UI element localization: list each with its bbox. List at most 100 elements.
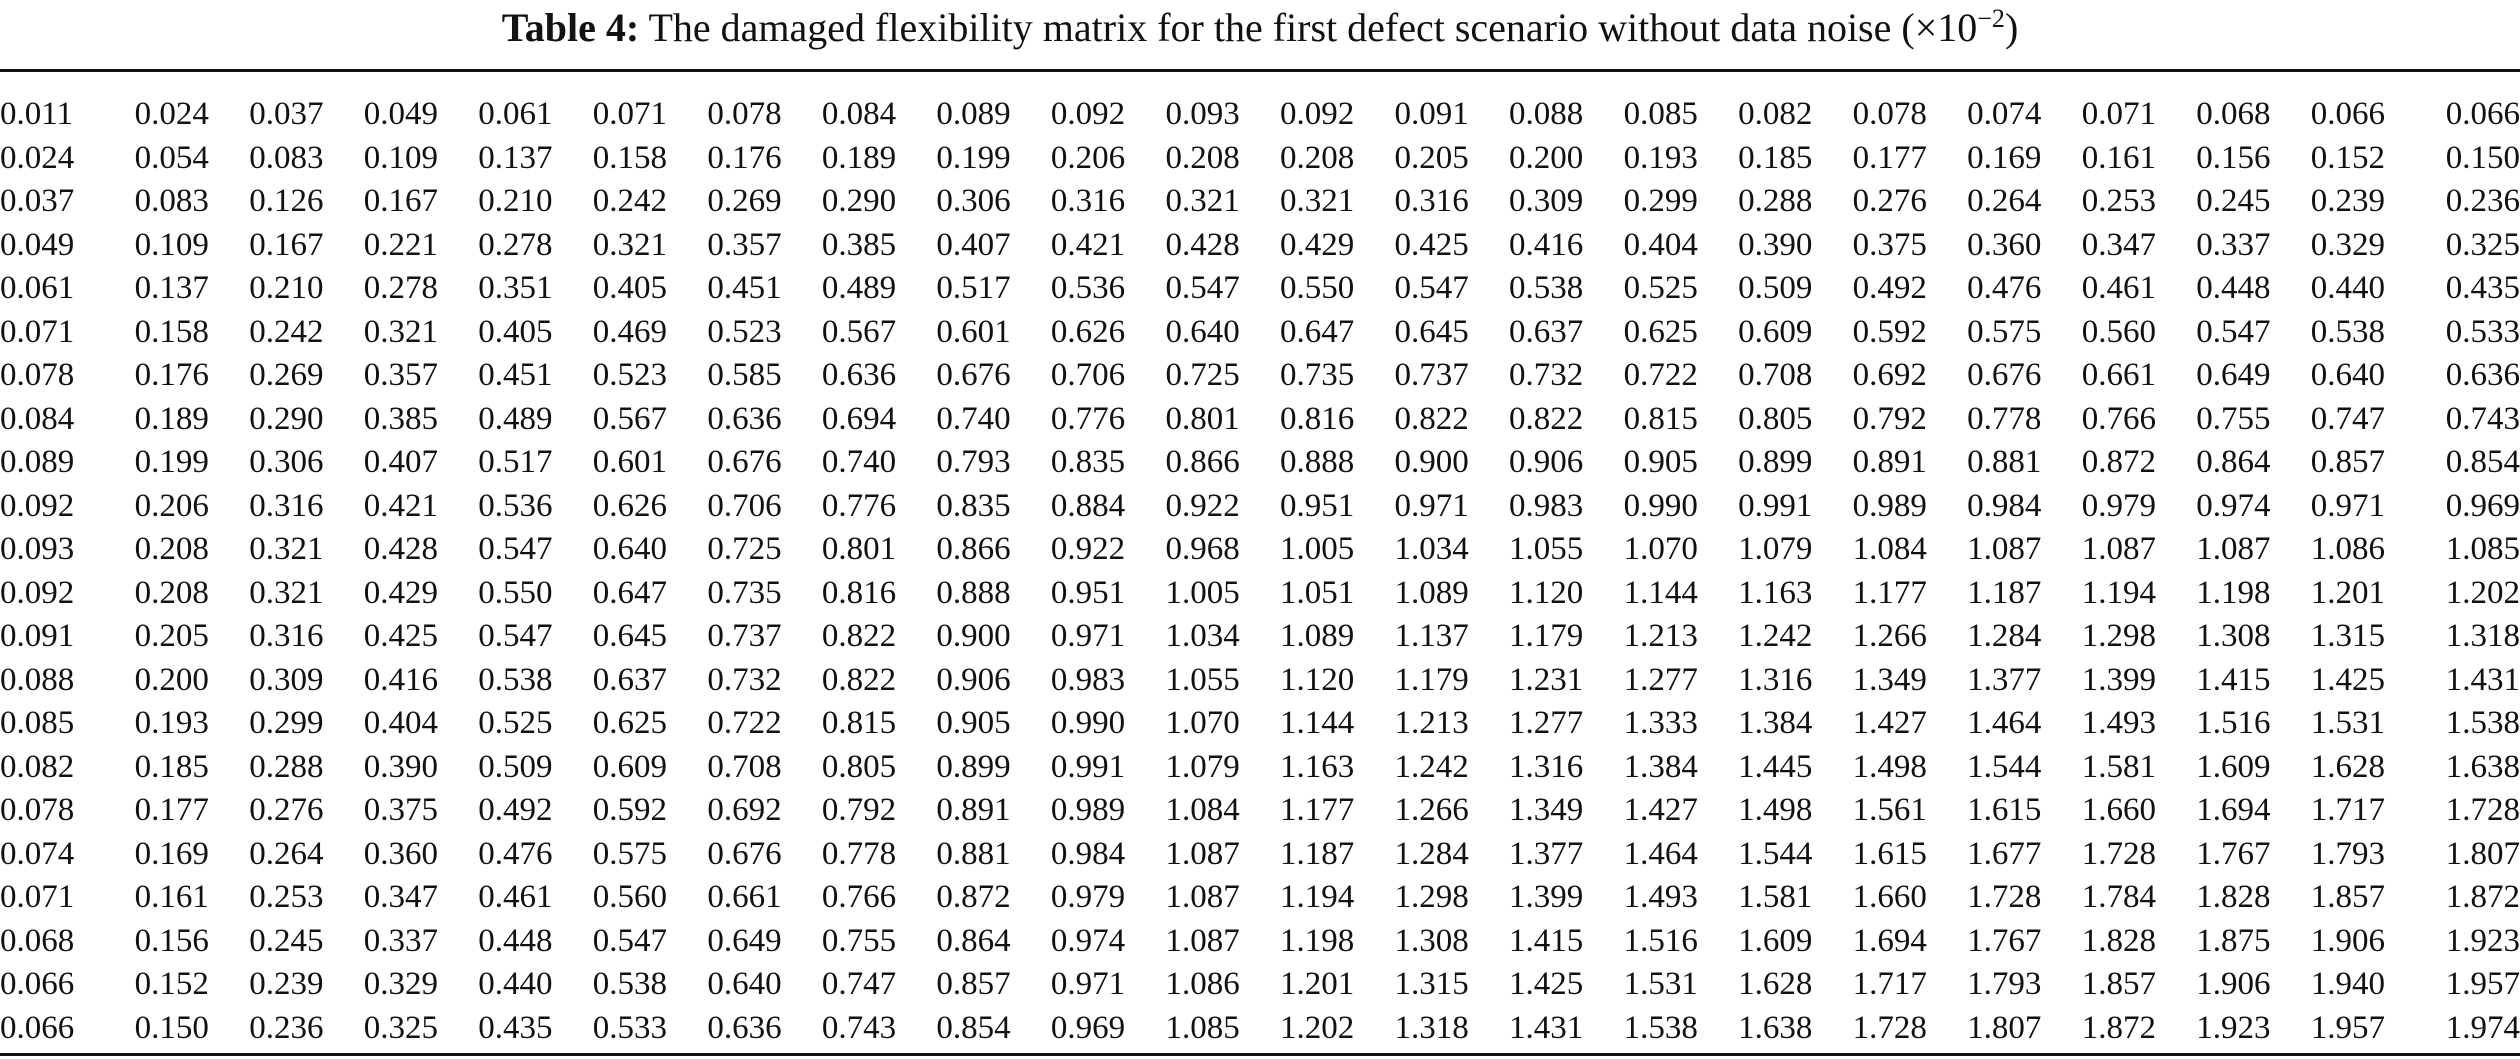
table-cell: 0.078 xyxy=(0,357,75,393)
table-cell: 0.176 xyxy=(134,357,209,393)
table-row: 0.092 0.208 0.321 0.429 0.550 0.647 0.735 0.816… xyxy=(0,572,2520,616)
table-cell: 0.407 xyxy=(936,226,1011,263)
table-cell: 0.547 xyxy=(1165,270,1240,306)
table-cell: 0.049 xyxy=(363,96,438,132)
table-cell: 1.284 xyxy=(1967,618,2042,654)
table-cell: 1.974 xyxy=(2445,1009,2520,1046)
table-cell: 0.093 xyxy=(1165,96,1240,132)
table-cell: 0.448 xyxy=(2196,270,2271,306)
table-cell: 0.888 xyxy=(936,574,1011,611)
table-cell: 0.888 xyxy=(1279,444,1355,480)
table-cell: 0.385 xyxy=(363,400,438,437)
table-cell: 0.321 xyxy=(363,313,438,350)
table-cell: 0.421 xyxy=(363,487,438,524)
table-cell: 1.194 xyxy=(1279,879,1355,915)
table-cell: 0.822 xyxy=(1394,400,1469,437)
table-cell: 1.308 xyxy=(1394,922,1469,959)
table-cell: 0.049 xyxy=(0,226,75,263)
table-cell: 0.692 xyxy=(707,792,782,828)
table-cell: 0.626 xyxy=(1050,313,1126,350)
table-cell: 0.706 xyxy=(707,487,782,524)
table-cell: 0.626 xyxy=(592,487,668,524)
table-cell: 0.676 xyxy=(707,444,782,480)
table-cell: 1.179 xyxy=(1394,661,1469,698)
table-cell: 0.264 xyxy=(1967,183,2042,219)
table-cell: 1.377 xyxy=(1509,835,1584,872)
table-cell: 0.092 xyxy=(1279,96,1355,132)
table-cell: 0.461 xyxy=(478,879,553,915)
table-cell: 1.427 xyxy=(1852,705,1927,741)
table-cell: 0.440 xyxy=(2310,270,2386,306)
table-cell: 0.740 xyxy=(821,444,897,480)
table-cell: 0.278 xyxy=(478,226,553,263)
table-cell: 0.899 xyxy=(1738,444,1813,480)
table-cell: 0.024 xyxy=(0,139,75,176)
table-cell: 0.575 xyxy=(592,835,668,872)
table-cell: 1.875 xyxy=(2196,922,2271,959)
table-cell: 0.068 xyxy=(2196,96,2271,132)
table-cell: 0.150 xyxy=(134,1009,209,1046)
table-cell: 1.349 xyxy=(1852,661,1927,698)
table-cell: 1.298 xyxy=(1394,879,1469,915)
table-cell: 0.469 xyxy=(592,313,668,350)
table-cell: 0.325 xyxy=(2445,226,2520,263)
table-cell: 0.109 xyxy=(134,226,209,263)
table-cell: 1.516 xyxy=(2196,705,2271,741)
table-cell: 1.828 xyxy=(2196,879,2271,915)
table-cell: 1.087 xyxy=(1165,835,1240,872)
table-cell: 0.109 xyxy=(363,139,438,176)
table-cell: 1.089 xyxy=(1279,618,1355,654)
table-cell: 0.290 xyxy=(249,400,324,437)
table-cell: 0.276 xyxy=(1852,183,1927,219)
table-cell: 0.309 xyxy=(1509,183,1584,219)
table-cell: 1.277 xyxy=(1623,661,1698,698)
table-cell: 0.325 xyxy=(363,1009,438,1046)
table-cell: 1.807 xyxy=(1967,1009,2042,1046)
table-cell: 1.231 xyxy=(1509,661,1584,698)
table-cell: 0.405 xyxy=(478,313,553,350)
table-cell: 0.066 xyxy=(2310,96,2386,132)
table-cell: 0.091 xyxy=(1394,96,1469,132)
table-cell: 1.638 xyxy=(1738,1009,1813,1046)
table-cell: 0.864 xyxy=(936,922,1011,959)
table-cell: 0.208 xyxy=(134,574,209,611)
table-cell: 0.866 xyxy=(936,531,1011,567)
table-cell: 1.137 xyxy=(1394,618,1469,654)
table-cell: 0.385 xyxy=(821,226,897,263)
table-cell: 1.144 xyxy=(1279,705,1355,741)
table-cell: 0.210 xyxy=(478,183,553,219)
table-cell: 1.198 xyxy=(2196,574,2271,611)
table-cell: 0.706 xyxy=(1050,357,1126,393)
table-cell: 0.649 xyxy=(2196,357,2271,393)
table-cell: 0.969 xyxy=(1050,1009,1126,1046)
table-cell: 1.333 xyxy=(1623,705,1698,741)
table-cell: 0.416 xyxy=(363,661,438,698)
table-cell: 0.708 xyxy=(707,748,782,785)
table-cell: 0.288 xyxy=(1738,183,1813,219)
table-cell: 0.974 xyxy=(1050,922,1126,959)
table-cell: 1.177 xyxy=(1852,574,1927,611)
table-cell: 0.747 xyxy=(821,966,897,1002)
table-cell: 0.337 xyxy=(2196,226,2271,263)
table-cell: 0.425 xyxy=(363,618,438,654)
table-cell: 0.645 xyxy=(1394,313,1469,350)
table-cell: 0.264 xyxy=(249,835,324,872)
table-cell: 1.144 xyxy=(1623,574,1698,611)
table-cell: 1.318 xyxy=(1394,1009,1469,1046)
table-cell: 1.493 xyxy=(2081,705,2156,741)
table-cell: 0.185 xyxy=(134,748,209,785)
table-cell: 0.536 xyxy=(478,487,553,524)
table-cell: 1.498 xyxy=(1852,748,1927,785)
table-cell: 1.194 xyxy=(2081,574,2156,611)
table-cell: 1.694 xyxy=(2196,792,2271,828)
table-cell: 0.321 xyxy=(249,531,324,567)
table-cell: 0.755 xyxy=(821,922,897,959)
table-cell: 1.202 xyxy=(2445,574,2520,611)
table-cell: 0.601 xyxy=(592,444,668,480)
table-cell: 0.448 xyxy=(478,922,553,959)
table-cell: 0.661 xyxy=(707,879,782,915)
table-cell: 0.567 xyxy=(821,313,897,350)
table-cell: 0.866 xyxy=(1165,444,1240,480)
table-cell: 0.085 xyxy=(1623,96,1698,132)
table-cell: 0.609 xyxy=(1738,313,1813,350)
